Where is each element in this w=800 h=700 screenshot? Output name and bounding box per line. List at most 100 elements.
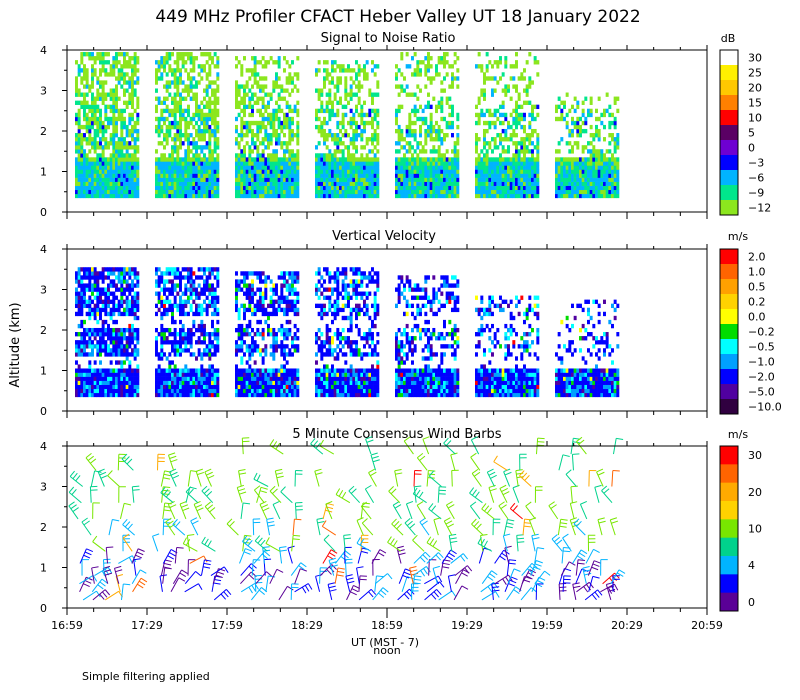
colorbar-label: 20 (748, 82, 762, 95)
snr-cell (416, 181, 420, 186)
snr-cell (592, 161, 596, 166)
snr-cell (429, 112, 433, 118)
vv-cell (248, 364, 252, 369)
snr-cell (115, 177, 118, 182)
vv-cell (115, 319, 118, 325)
snr-cell (509, 185, 513, 191)
snr-cell (216, 72, 220, 77)
snr-cell (272, 116, 276, 122)
snr-cell (365, 157, 369, 162)
snr-cell (136, 133, 140, 138)
snr-cell (568, 173, 572, 178)
vv-cell (120, 384, 124, 390)
vv-cell (163, 380, 166, 385)
snr-cell (499, 169, 502, 174)
snr-cell (269, 96, 273, 101)
snr-cell (253, 80, 257, 85)
snr-cell (200, 149, 204, 154)
snr-cell (485, 141, 489, 146)
vv-cell (77, 311, 81, 317)
vv-cell (165, 372, 169, 377)
snr-cell (176, 76, 180, 81)
snr-cell (563, 116, 566, 122)
snr-cell (429, 157, 433, 162)
vv-cell (133, 291, 137, 296)
snr-cell (477, 116, 481, 122)
snr-cell (427, 76, 430, 81)
snr-cell (328, 80, 332, 85)
snr-cell (195, 80, 198, 85)
snr-cell (363, 145, 366, 150)
snr-cell (443, 137, 446, 142)
snr-cell (456, 149, 460, 154)
snr-cell (555, 116, 558, 122)
snr-cell (365, 189, 369, 195)
snr-cell (203, 124, 206, 130)
snr-cell (435, 72, 438, 77)
vv-cell (136, 283, 140, 288)
vv-cell (173, 384, 177, 390)
vv-cell (136, 295, 140, 300)
snr-cell (192, 185, 196, 191)
snr-cell (235, 137, 238, 142)
snr-cell (115, 173, 118, 178)
snr-cell (243, 96, 246, 101)
snr-cell (237, 145, 241, 150)
snr-cell (507, 193, 510, 199)
snr-cell (259, 84, 262, 89)
vv-cell (184, 392, 188, 398)
snr-cell (104, 96, 108, 101)
snr-cell (165, 169, 169, 174)
snr-cell (107, 189, 110, 195)
snr-cell (483, 120, 486, 126)
snr-panel-title: Signal to Noise Ratio (321, 31, 456, 46)
snr-cell (605, 157, 609, 162)
vv-cell (165, 327, 169, 333)
snr-cell (117, 149, 121, 154)
snr-cell (109, 157, 113, 162)
snr-cell (259, 124, 262, 130)
vv-cell (107, 283, 110, 288)
snr-cell (277, 116, 281, 122)
snr-cell (117, 68, 121, 73)
vv-cell (96, 295, 100, 300)
vv-cell (88, 283, 92, 288)
vv-cell (123, 344, 126, 349)
snr-cell (203, 169, 206, 174)
vv-cell (200, 372, 204, 377)
snr-cell (445, 52, 449, 57)
snr-cell (133, 124, 137, 130)
snr-cell (413, 169, 417, 174)
snr-cell (91, 52, 94, 57)
snr-cell (355, 145, 358, 150)
snr-cell (344, 112, 348, 118)
snr-cell (483, 80, 486, 85)
snr-cell (315, 161, 318, 166)
snr-cell (496, 165, 500, 170)
colorbar-swatch (720, 50, 738, 66)
snr-cell (363, 161, 366, 166)
snr-cell (363, 72, 366, 77)
snr-cell (611, 153, 614, 158)
snr-cell (189, 60, 193, 65)
vv-cell (107, 295, 110, 300)
snr-cell (333, 153, 337, 158)
vv-cell (245, 360, 249, 365)
snr-cell (291, 161, 294, 166)
snr-cell (133, 92, 137, 97)
vv-cell (93, 380, 97, 385)
snr-cell (253, 177, 257, 182)
vv-cell (213, 311, 217, 317)
vv-cell (85, 344, 89, 349)
snr-cell (587, 169, 590, 174)
snr-cell (440, 116, 444, 122)
snr-cell (240, 133, 244, 138)
vv-cell (96, 311, 100, 317)
snr-cell (269, 193, 273, 199)
snr-cell (331, 189, 334, 195)
snr-cell (536, 169, 540, 174)
snr-cell (493, 145, 497, 150)
snr-cell (256, 173, 260, 178)
vv-cell (109, 299, 113, 304)
vv-cell (93, 372, 97, 377)
